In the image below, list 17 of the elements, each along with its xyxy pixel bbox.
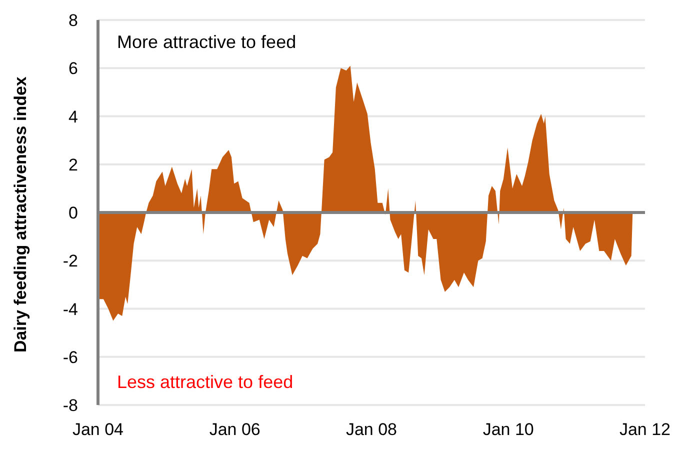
- y-tick-label: 4: [68, 107, 78, 126]
- y-tick-label: 0: [68, 204, 78, 223]
- y-tick-label: 6: [68, 59, 78, 78]
- x-tick-label: Jan 12: [619, 420, 671, 440]
- y-tick-label: -8: [62, 396, 78, 416]
- x-tick-label: Jan 10: [482, 420, 534, 440]
- y-tick-label: -2: [62, 252, 78, 271]
- x-tick-label: Jan 08: [346, 420, 398, 440]
- y-tick-label: -6: [62, 348, 78, 367]
- y-axis-title: Dairy feeding attractiveness index: [11, 76, 30, 352]
- y-tick-label: 2: [68, 155, 78, 174]
- y-tick-label: 8: [68, 11, 78, 30]
- annotation: More attractive to feed: [117, 32, 296, 52]
- x-tick-label: Jan 06: [209, 420, 260, 440]
- annotation: Less attractive to feed: [117, 372, 294, 392]
- y-tick-label: -4: [62, 300, 78, 319]
- x-tick-label: Jan 04: [72, 420, 124, 440]
